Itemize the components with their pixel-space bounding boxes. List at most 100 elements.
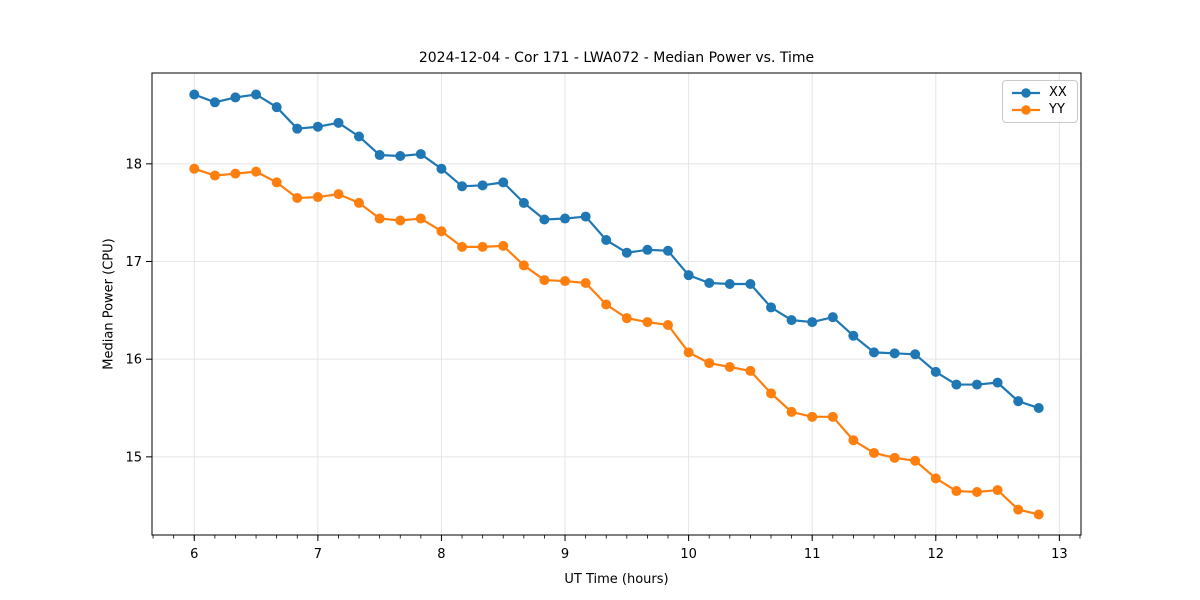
series-line-XX [193, 93, 1040, 410]
data-point-YY [498, 240, 509, 251]
data-point-XX [189, 89, 200, 100]
data-point-YY [189, 163, 200, 174]
data-point-XX [683, 270, 694, 281]
data-point-XX [415, 149, 426, 160]
x-axis: 6 7 8 9 10 11 12 13 [152, 535, 1081, 562]
data-point-YY [930, 473, 941, 484]
data-point-YY [395, 215, 406, 226]
data-point-YY [786, 406, 797, 417]
x-axis-label: UT Time (hours) [564, 572, 669, 587]
legend-label-xx: XX [1049, 85, 1067, 100]
data-point-YY [312, 192, 323, 203]
data-point-YY [827, 411, 838, 422]
x-tick-label: 13 [1051, 547, 1068, 562]
data-point-YY [230, 168, 241, 179]
data-point-YY [621, 313, 632, 324]
data-point-YY [457, 241, 468, 252]
data-point-XX [271, 102, 282, 113]
series-XX [189, 89, 1044, 414]
x-tick-label: 10 [680, 547, 697, 562]
x-tick-label: 11 [804, 547, 821, 562]
x-tick-label: 12 [928, 547, 945, 562]
y-tick-label: 18 [125, 157, 142, 172]
data-point-YY [766, 388, 777, 399]
legend-label-yy: YY [1049, 102, 1065, 117]
data-point-XX [930, 366, 941, 377]
y-tick-label: 17 [125, 255, 142, 270]
data-point-YY [704, 358, 715, 369]
data-point-XX [601, 235, 612, 246]
data-point-XX [848, 330, 859, 341]
data-point-XX [704, 278, 715, 288]
data-point-XX [971, 379, 982, 390]
x-tick-label: 9 [561, 547, 569, 562]
data-point-YY [662, 320, 673, 330]
data-point-XX [374, 150, 385, 161]
data-point-XX [539, 214, 550, 225]
data-point-YY [601, 299, 612, 310]
data-point-YY [333, 189, 344, 200]
x-tick-label: 7 [314, 547, 322, 562]
legend-line-xx-icon [1012, 88, 1040, 98]
data-point-XX [1013, 396, 1024, 407]
data-point-YY [683, 347, 694, 358]
chart-title: 2024-12-04 - Cor 171 - LWA072 - Median P… [418, 50, 815, 66]
data-point-YY [518, 260, 529, 271]
data-point-XX [1033, 403, 1044, 414]
data-point-YY [209, 170, 220, 181]
x-tick-label: 6 [190, 547, 198, 562]
data-point-YY [292, 193, 303, 204]
data-point-XX [786, 315, 797, 326]
data-point-XX [209, 97, 220, 108]
data-point-YY [271, 177, 282, 188]
data-point-XX [354, 131, 365, 142]
data-point-XX [312, 121, 323, 132]
data-point-YY [807, 411, 818, 422]
data-point-XX [580, 211, 591, 222]
data-point-XX [766, 302, 777, 313]
data-point-XX [230, 92, 241, 103]
data-point-XX [951, 379, 962, 390]
data-point-XX [251, 89, 262, 100]
data-point-YY [745, 365, 756, 376]
data-point-XX [724, 278, 735, 289]
data-point-YY [539, 275, 550, 286]
data-point-YY [642, 317, 653, 328]
grid [152, 73, 1081, 535]
data-point-YY [971, 487, 982, 498]
data-point-XX [910, 349, 921, 360]
data-point-YY [374, 213, 385, 224]
legend: XX YY [1002, 80, 1078, 123]
data-point-XX [827, 312, 838, 323]
data-point-XX [889, 348, 900, 359]
data-point-XX [621, 247, 632, 258]
data-point-XX [560, 213, 571, 224]
y-axis: 15 16 17 18 [125, 157, 152, 465]
data-point-XX [868, 347, 879, 358]
legend-entry-xx: XX [1010, 86, 1067, 100]
data-point-XX [642, 244, 653, 255]
data-point-YY [251, 166, 262, 177]
series-YY [189, 163, 1044, 520]
data-point-XX [807, 317, 818, 328]
data-point-XX [518, 197, 529, 208]
data-point-XX [498, 177, 509, 188]
data-point-YY [848, 435, 859, 446]
legend-line-yy-icon [1012, 105, 1040, 115]
data-point-YY [354, 197, 365, 208]
data-point-XX [333, 117, 344, 128]
plot-border [151, 72, 1082, 536]
y-tick-label: 16 [125, 353, 142, 368]
data-point-XX [436, 163, 447, 174]
x-tick-label: 8 [437, 547, 445, 562]
data-point-YY [1033, 509, 1044, 520]
data-point-YY [992, 485, 1003, 496]
data-point-YY [477, 241, 488, 252]
data-point-YY [580, 278, 591, 288]
data-point-XX [477, 180, 488, 191]
data-point-XX [662, 245, 673, 256]
data-point-YY [910, 455, 921, 466]
data-point-YY [1013, 504, 1024, 515]
data-point-YY [436, 226, 447, 237]
